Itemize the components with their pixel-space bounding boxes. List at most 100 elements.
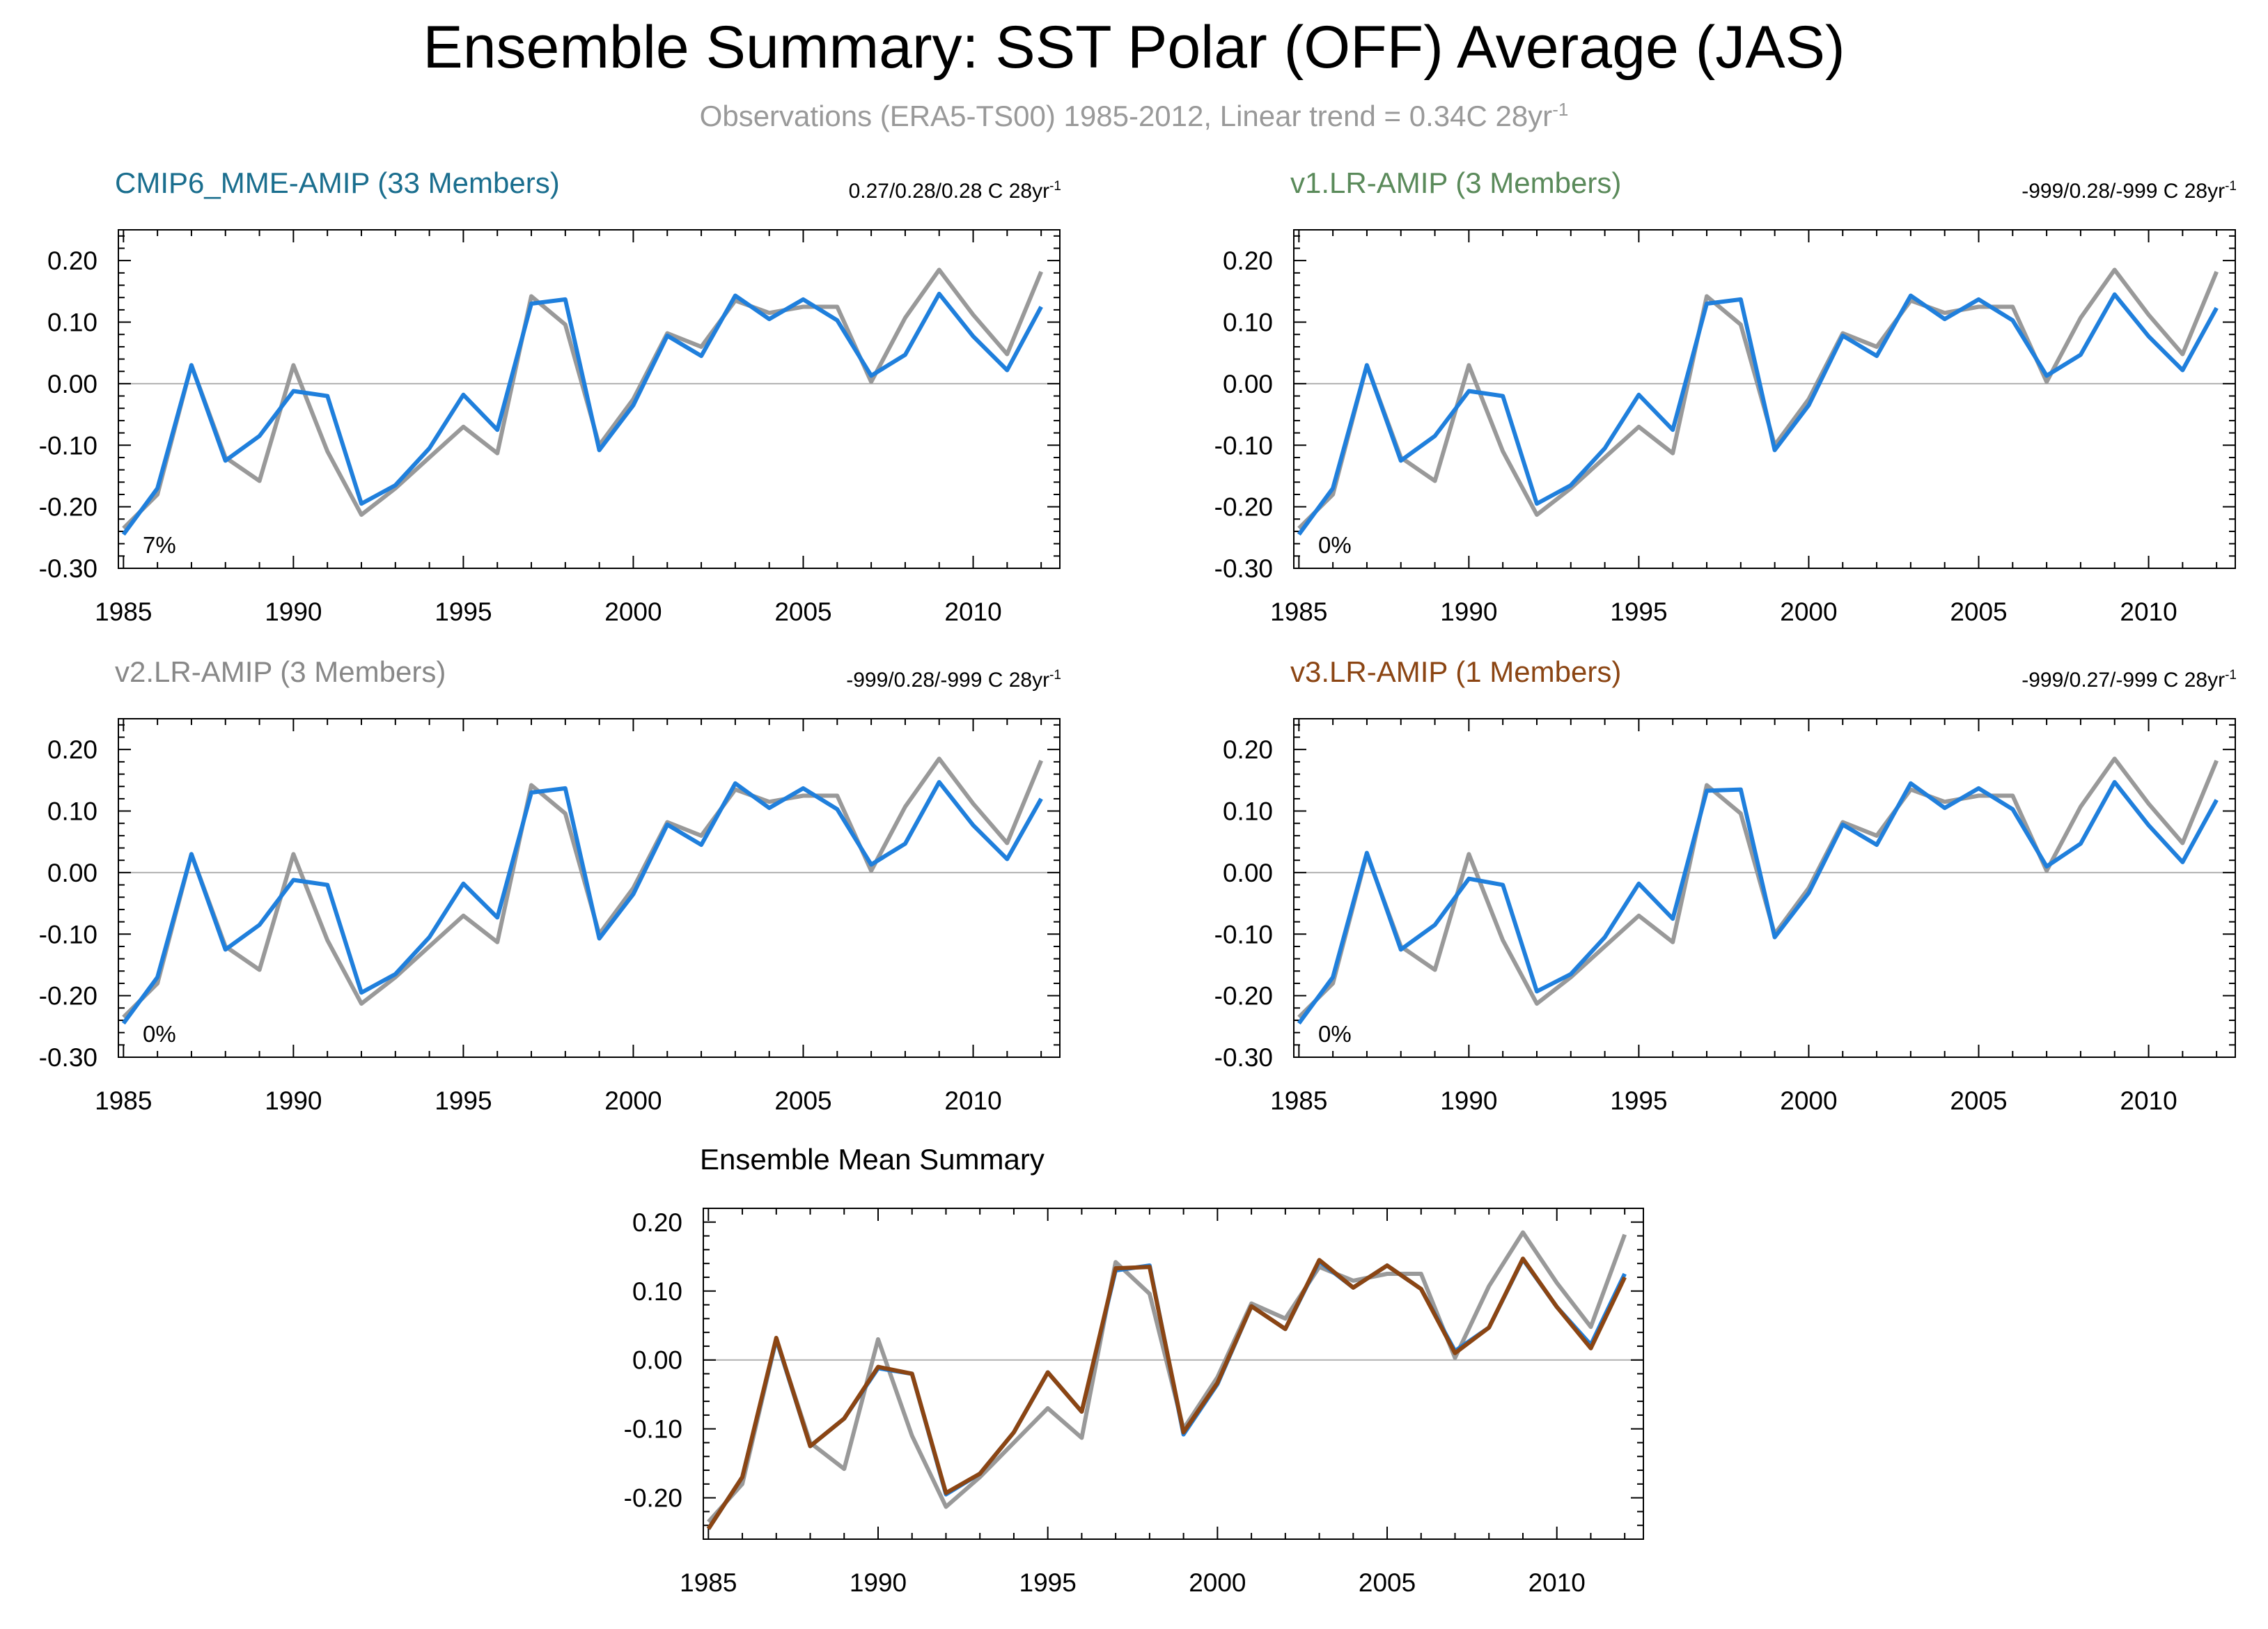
mean-series-line <box>706 1256 1627 1530</box>
panel-title: v1.LR-AMIP (3 Members) <box>1290 166 1622 199</box>
panel-title: Ensemble Mean Summary <box>700 1143 1045 1176</box>
x-tick-label: 1995 <box>1610 598 1667 626</box>
y-tick-label: -0.10 <box>39 920 97 949</box>
x-tick-label: 2010 <box>944 1086 1001 1115</box>
x-tick-label: 2010 <box>2120 598 2177 626</box>
y-tick-label: 0.20 <box>47 735 97 764</box>
model-series-line <box>1297 780 2219 1025</box>
x-tick-label: 2000 <box>1780 1086 1837 1115</box>
y-tick-label: 0.20 <box>47 247 97 275</box>
x-tick-label: 1995 <box>435 1086 492 1115</box>
x-tick-label: 1995 <box>1610 1086 1667 1115</box>
y-tick-label: -0.20 <box>624 1484 682 1513</box>
x-tick-label: 2000 <box>1189 1568 1246 1597</box>
trend-text: -999/0.28/-999 C 28yr <box>2021 180 2226 203</box>
y-tick-label: 0.00 <box>1223 370 1273 398</box>
x-tick-label: 2005 <box>1359 1568 1416 1597</box>
plot-frame <box>118 229 1061 569</box>
observations-series-line <box>122 267 1043 530</box>
x-tick-label: 1990 <box>850 1568 907 1597</box>
x-tick-label: 2005 <box>774 1086 831 1115</box>
y-tick-label: -0.20 <box>1214 982 1273 1011</box>
y-tick-label: -0.30 <box>1214 1043 1273 1072</box>
trend-label: -999/0.28/-999 C 28yr-1 <box>846 662 1061 694</box>
trend-text: -999/0.28/-999 C 28yr <box>846 669 1050 692</box>
y-tick-label: 0.00 <box>47 859 97 887</box>
percent-label: 0% <box>1318 532 1352 558</box>
plot-frame <box>118 718 1061 1058</box>
y-tick-label: -0.20 <box>39 493 97 522</box>
y-tick-label: -0.30 <box>39 554 97 583</box>
y-tick-label: 0.10 <box>47 797 97 826</box>
subtitle-text: Observations (ERA5-TS00) 1985-2012, Line… <box>699 100 1553 132</box>
y-tick-label: -0.30 <box>1214 554 1273 583</box>
x-tick-label: 1985 <box>95 598 152 626</box>
plot-frame <box>703 1208 1644 1540</box>
y-tick-label: 0.00 <box>632 1346 682 1375</box>
x-tick-label: 1990 <box>265 1086 322 1115</box>
model-series-line <box>121 780 1043 1025</box>
y-tick-label: 0.00 <box>1223 859 1273 887</box>
x-tick-label: 1990 <box>1440 1086 1497 1115</box>
x-tick-label: 2000 <box>604 1086 662 1115</box>
trend-exponent: -1 <box>1049 668 1061 683</box>
x-tick-label: 1995 <box>435 598 492 626</box>
x-tick-label: 1985 <box>95 1086 152 1115</box>
trend-exponent: -1 <box>2225 668 2237 683</box>
trend-exponent: -1 <box>2225 179 2237 194</box>
observations-series-line <box>707 1230 1627 1524</box>
trend-exponent: -1 <box>1049 179 1061 194</box>
y-tick-label: 0.00 <box>47 370 97 398</box>
trend-label: -999/0.27/-999 C 28yr-1 <box>2021 662 2237 694</box>
model-series-line <box>1297 292 2219 536</box>
y-tick-label: -0.10 <box>1214 431 1273 460</box>
y-tick-label: -0.10 <box>1214 920 1273 949</box>
x-tick-label: 1990 <box>1440 598 1497 626</box>
panel-title: v3.LR-AMIP (1 Members) <box>1290 655 1622 688</box>
panel-title: CMIP6_MME-AMIP (33 Members) <box>115 166 560 199</box>
y-tick-label: -0.10 <box>39 431 97 460</box>
x-tick-label: 2005 <box>774 598 831 626</box>
trend-text: 0.27/0.28/0.28 C 28yr <box>848 180 1050 203</box>
y-tick-label: -0.10 <box>624 1415 682 1444</box>
x-tick-label: 1985 <box>680 1568 737 1597</box>
x-tick-label: 1985 <box>1270 1086 1327 1115</box>
y-tick-label: -0.20 <box>1214 493 1273 522</box>
percent-label: 0% <box>143 1021 176 1047</box>
chart-subtitle: Observations (ERA5-TS00) 1985-2012, Line… <box>0 92 2268 134</box>
observations-series-line <box>1297 756 2219 1019</box>
x-tick-label: 2005 <box>1950 598 2007 626</box>
plot-frame <box>1293 718 2236 1058</box>
x-tick-label: 1985 <box>1270 598 1327 626</box>
y-tick-label: 0.20 <box>632 1208 682 1237</box>
y-tick-label: 0.10 <box>632 1277 682 1306</box>
page-title: Ensemble Summary: SST Polar (OFF) Averag… <box>423 14 1845 81</box>
panel-title: v2.LR-AMIP (3 Members) <box>115 655 446 688</box>
y-tick-label: 0.20 <box>1223 247 1273 275</box>
x-tick-label: 2000 <box>1780 598 1837 626</box>
x-tick-label: 1995 <box>1019 1568 1077 1597</box>
trend-label: -999/0.28/-999 C 28yr-1 <box>2021 173 2237 205</box>
x-tick-label: 2005 <box>1950 1086 2007 1115</box>
x-tick-label: 2010 <box>2120 1086 2177 1115</box>
y-tick-label: -0.20 <box>39 982 97 1011</box>
trend-text: -999/0.27/-999 C 28yr <box>2021 669 2226 692</box>
x-tick-label: 2010 <box>944 598 1001 626</box>
model-series-line <box>706 1257 1627 1530</box>
y-tick-label: -0.30 <box>39 1043 97 1072</box>
percent-label: 7% <box>143 532 176 558</box>
observations-series-line <box>1297 267 2219 530</box>
y-tick-label: 0.10 <box>47 309 97 337</box>
y-tick-label: 0.10 <box>1223 797 1273 826</box>
x-tick-label: 2010 <box>1528 1568 1586 1597</box>
trend-label: 0.27/0.28/0.28 C 28yr-1 <box>849 173 1061 205</box>
subtitle-exponent: -1 <box>1552 99 1569 120</box>
x-tick-label: 2000 <box>604 598 662 626</box>
x-tick-label: 1990 <box>265 598 322 626</box>
y-tick-label: 0.10 <box>1223 309 1273 337</box>
percent-label: 0% <box>1318 1021 1352 1047</box>
